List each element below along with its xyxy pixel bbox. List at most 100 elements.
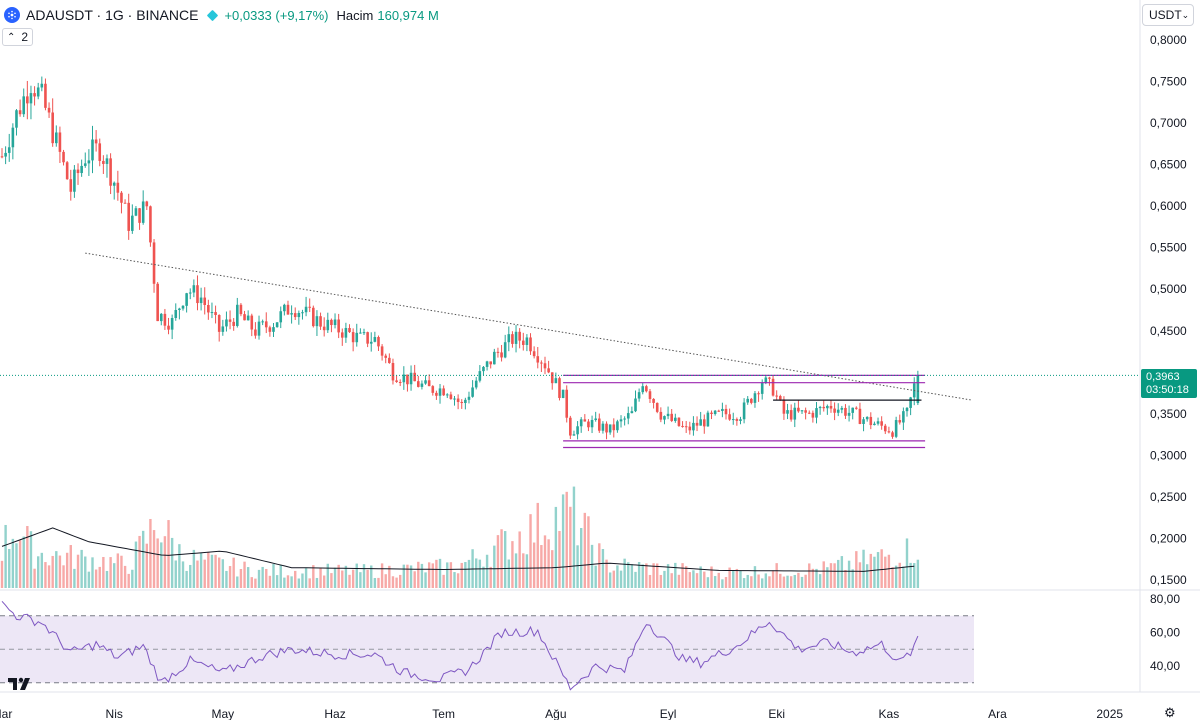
candle[interactable]	[826, 404, 829, 415]
candle[interactable]	[467, 391, 471, 404]
candle[interactable]	[608, 424, 612, 435]
candle[interactable]	[688, 421, 692, 435]
candle[interactable]	[572, 430, 576, 436]
candle[interactable]	[11, 123, 15, 160]
candle[interactable]	[753, 390, 757, 408]
candle[interactable]	[681, 421, 684, 428]
candle[interactable]	[214, 305, 217, 324]
candle[interactable]	[236, 297, 239, 328]
candle[interactable]	[228, 310, 232, 330]
candle[interactable]	[818, 405, 822, 415]
candle[interactable]	[836, 403, 840, 417]
candle[interactable]	[163, 308, 167, 330]
candle[interactable]	[507, 326, 511, 352]
candle[interactable]	[109, 153, 112, 195]
candle[interactable]	[250, 313, 254, 337]
candle[interactable]	[65, 160, 69, 180]
candle[interactable]	[815, 402, 818, 424]
candle[interactable]	[728, 408, 731, 421]
candle[interactable]	[438, 383, 442, 404]
candle[interactable]	[76, 163, 80, 185]
candle[interactable]	[478, 365, 482, 383]
candle[interactable]	[33, 86, 36, 106]
candle[interactable]	[851, 407, 854, 420]
candle[interactable]	[684, 421, 688, 433]
candle[interactable]	[232, 318, 235, 331]
candle[interactable]	[127, 193, 130, 240]
candle[interactable]	[800, 410, 804, 414]
candle[interactable]	[471, 380, 474, 398]
candle[interactable]	[855, 406, 858, 410]
candle[interactable]	[731, 412, 735, 425]
candle[interactable]	[330, 318, 333, 333]
candle[interactable]	[630, 406, 634, 414]
candle[interactable]	[431, 385, 435, 396]
candle[interactable]	[304, 296, 308, 317]
candle[interactable]	[496, 347, 500, 358]
candle[interactable]	[710, 410, 713, 420]
candle[interactable]	[188, 288, 192, 300]
candle[interactable]	[134, 206, 138, 217]
candle[interactable]	[891, 430, 894, 439]
symbol-title[interactable]: ADAUSDT · 1G · BINANCE	[26, 7, 199, 23]
candle[interactable]	[0, 148, 4, 159]
candle[interactable]	[554, 372, 558, 384]
candle[interactable]	[40, 76, 44, 92]
candle[interactable]	[413, 364, 416, 382]
candle[interactable]	[489, 361, 492, 369]
candle[interactable]	[435, 390, 438, 400]
candle[interactable]	[94, 130, 98, 152]
candle[interactable]	[4, 146, 7, 165]
candle[interactable]	[634, 390, 637, 413]
candle[interactable]	[138, 207, 141, 230]
candle[interactable]	[369, 332, 373, 352]
candle[interactable]	[503, 334, 507, 359]
candle[interactable]	[804, 407, 807, 420]
candle[interactable]	[116, 170, 120, 201]
candle[interactable]	[268, 325, 272, 337]
candle[interactable]	[558, 376, 561, 401]
candle[interactable]	[26, 80, 29, 120]
candle[interactable]	[131, 204, 134, 234]
candle[interactable]	[771, 375, 775, 397]
candle[interactable]	[290, 305, 293, 324]
candle[interactable]	[822, 400, 826, 412]
candle[interactable]	[493, 348, 496, 365]
rsi-pane[interactable]	[0, 600, 974, 691]
candle[interactable]	[427, 374, 431, 387]
candle[interactable]	[587, 419, 590, 432]
candle[interactable]	[275, 322, 279, 328]
candle[interactable]	[721, 402, 724, 418]
candle[interactable]	[322, 317, 326, 337]
candle[interactable]	[380, 344, 384, 361]
candle[interactable]	[283, 303, 286, 316]
candle[interactable]	[692, 416, 695, 436]
candle[interactable]	[257, 315, 261, 340]
candle[interactable]	[916, 370, 920, 406]
candle[interactable]	[210, 302, 214, 319]
candle[interactable]	[569, 415, 572, 440]
candle[interactable]	[637, 388, 641, 402]
candle[interactable]	[775, 390, 778, 400]
candle[interactable]	[417, 375, 420, 388]
candle[interactable]	[902, 407, 905, 430]
currency-selector[interactable]: USDT ⌄	[1142, 4, 1194, 26]
gear-icon[interactable]: ⚙	[1164, 705, 1176, 720]
candle[interactable]	[699, 411, 702, 426]
candle[interactable]	[619, 415, 623, 428]
candle[interactable]	[301, 309, 304, 320]
candle[interactable]	[623, 416, 626, 426]
candle[interactable]	[862, 417, 865, 432]
candle[interactable]	[264, 312, 268, 334]
candle[interactable]	[91, 125, 94, 174]
candle[interactable]	[880, 416, 883, 430]
candle[interactable]	[207, 299, 210, 320]
candle[interactable]	[217, 314, 221, 342]
candle[interactable]	[536, 347, 540, 369]
candle[interactable]	[873, 421, 876, 426]
candle[interactable]	[887, 426, 891, 434]
candle[interactable]	[344, 322, 348, 343]
candle[interactable]	[174, 303, 178, 321]
candle[interactable]	[626, 406, 630, 425]
candle[interactable]	[243, 310, 246, 321]
